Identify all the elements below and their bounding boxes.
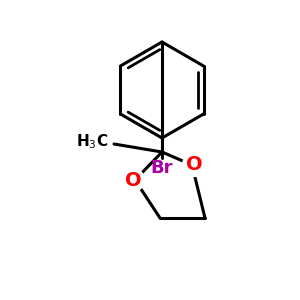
Text: H$_3$C: H$_3$C [76, 133, 108, 151]
Text: O: O [186, 155, 202, 175]
Text: Br: Br [151, 159, 173, 177]
Text: O: O [125, 170, 141, 190]
